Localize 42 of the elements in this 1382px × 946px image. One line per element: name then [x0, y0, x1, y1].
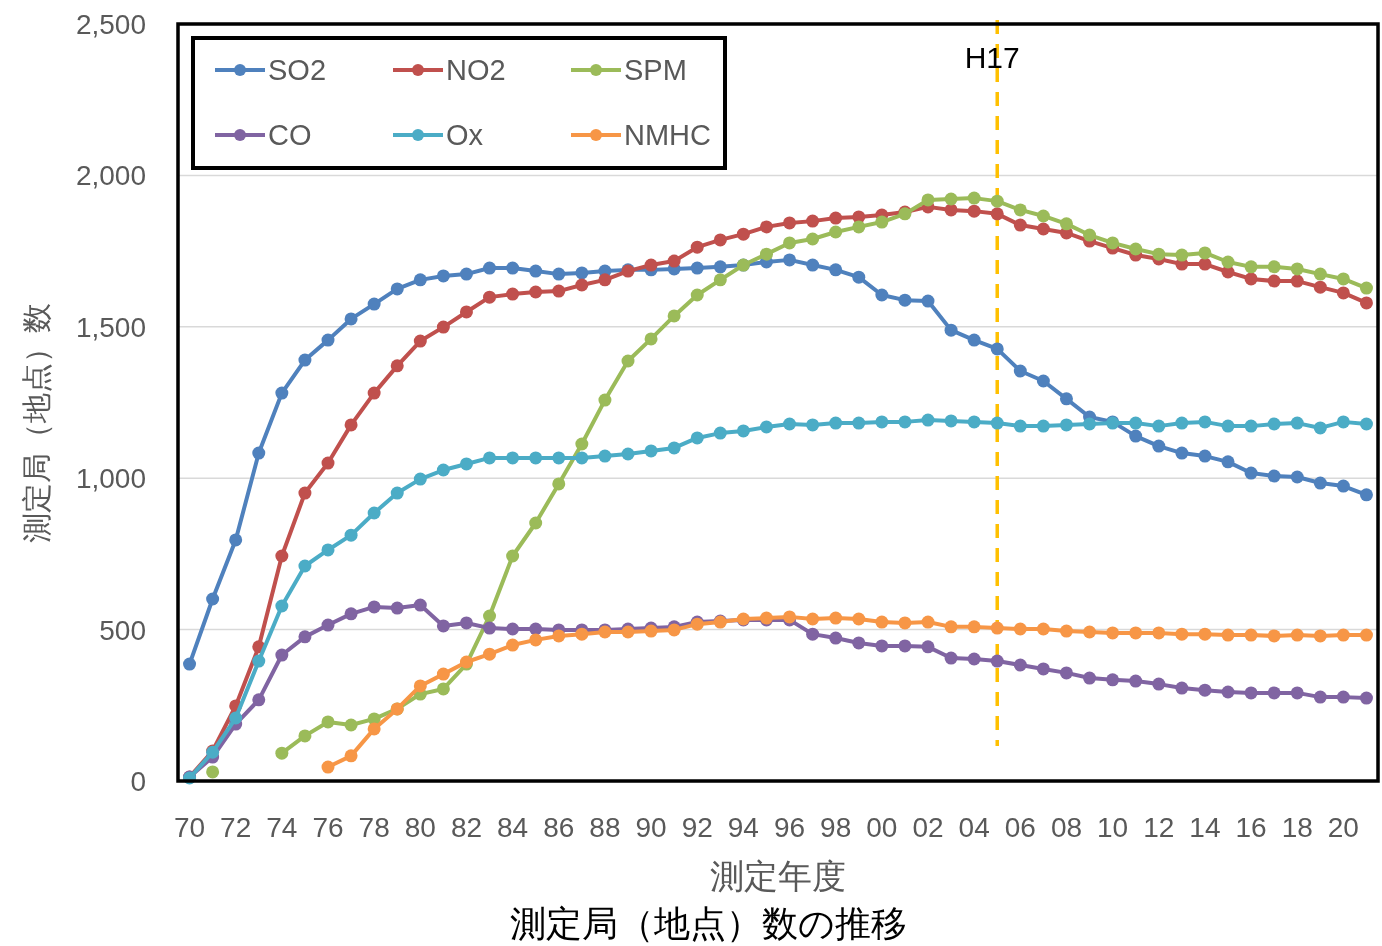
x-tick-label: 70: [173, 812, 206, 843]
y-axis-title: 測定局（地点）数: [20, 302, 53, 543]
x-tick-label: 16: [1235, 812, 1267, 843]
legend-label: SPM: [624, 54, 687, 86]
legend-label: NMHC: [624, 119, 711, 151]
y-tick-label: 1,000: [75, 463, 146, 495]
y-tick-label: 1,500: [75, 311, 146, 343]
x-tick-label: 78: [358, 812, 390, 843]
x-tick-label: 84: [497, 812, 529, 843]
x-tick-label: 98: [820, 812, 852, 843]
x-tick-label: 92: [681, 812, 713, 843]
x-tick-label: 96: [773, 812, 806, 843]
x-tick-label: 08: [1050, 812, 1083, 843]
x-axis-title: 測定年度: [710, 857, 846, 895]
y-tick-label: 0: [130, 766, 146, 797]
y-tick-label: 2,500: [75, 9, 146, 40]
x-tick-label: 06: [1004, 812, 1036, 843]
x-tick-label: 80: [404, 812, 436, 843]
legend-label: NO2: [446, 54, 506, 86]
x-tick-label: 72: [220, 812, 252, 843]
y-tick-label: 2,000: [75, 160, 146, 192]
legend-label: SO2: [268, 54, 327, 86]
x-tick-label: 12: [1143, 812, 1175, 843]
x-tick-label: 04: [958, 812, 990, 843]
x-tick-label: 74: [266, 812, 298, 843]
x-tick-label: 02: [912, 812, 944, 843]
ref-line-label: H17: [964, 41, 1020, 74]
x-tick-label: 90: [635, 812, 667, 843]
x-tick-label: 00: [866, 812, 898, 843]
x-tick-label: 76: [312, 812, 344, 843]
x-tick-label: 10: [1097, 812, 1129, 843]
text: 測定局（地点）数の推移: [509, 903, 907, 944]
x-tick-label: 20: [1327, 812, 1359, 843]
y-tick-label: 500: [99, 614, 146, 646]
x-tick-label: 88: [589, 812, 621, 843]
x-tick-label: 14: [1189, 812, 1221, 843]
legend-label: Ox: [446, 119, 484, 151]
x-tick-label: 86: [543, 812, 575, 843]
legend-label: CO: [268, 119, 312, 151]
x-tick-label: 18: [1281, 812, 1313, 843]
x-tick-label: 82: [450, 812, 483, 843]
x-tick-label: 94: [727, 812, 759, 843]
